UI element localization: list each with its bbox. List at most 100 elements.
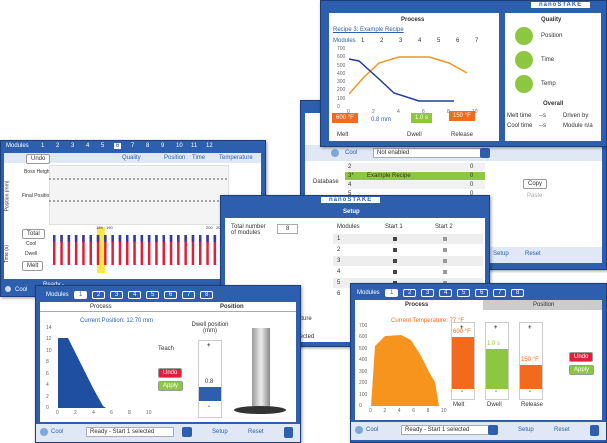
process-tab[interactable]: Process (405, 302, 429, 308)
module-tab[interactable]: 9 (161, 143, 165, 149)
marker-label: 190 (106, 225, 113, 230)
recipe-link[interactable]: Recipe 3: Example Recipe (333, 27, 404, 33)
minus-button[interactable]: - (495, 389, 497, 395)
module-tab[interactable]: 7 (182, 291, 196, 299)
y-tick-label: 100 (337, 95, 346, 102)
module-tab[interactable]: 2 (56, 143, 60, 149)
chart-bg (49, 165, 229, 225)
time-bar-red (140, 235, 144, 265)
module-tab[interactable]: 3 (71, 143, 75, 149)
minus-button[interactable]: - (461, 389, 463, 395)
module-tab[interactable]: 3 (421, 289, 435, 297)
undo-button[interactable]: Undo (569, 352, 594, 362)
module-tab[interactable]: 1 (41, 143, 45, 149)
process-tab[interactable]: Process (90, 304, 112, 310)
apply-button[interactable]: Apply (158, 381, 184, 391)
module-row: 4 (333, 267, 483, 277)
total-modules-value[interactable]: 8 (277, 224, 299, 234)
copy-button[interactable]: Copy (523, 179, 548, 189)
plus-button[interactable]: + (494, 325, 498, 331)
x-tick-label: 8 (426, 408, 430, 414)
module-tab[interactable]: 1 (74, 291, 88, 299)
module-tab[interactable]: 3 (110, 291, 124, 299)
y-tick-label: 400 (359, 357, 368, 364)
plus-button[interactable]: + (460, 325, 464, 331)
module-tab[interactable]: 5 (457, 289, 471, 297)
setup-button[interactable]: Setup (518, 427, 534, 433)
brand-logo: nanoSTAKE (321, 197, 381, 203)
time-bar-red (96, 235, 100, 265)
module-tab[interactable]: 6 (114, 143, 122, 149)
y-tick-label: 6 (46, 370, 49, 377)
process-panel: Process Recipe 3: Example Recipe Modules 1 2… (329, 13, 499, 141)
module-tab[interactable]: 4 (418, 38, 422, 44)
total-button[interactable]: Total (22, 229, 45, 239)
module-tab[interactable]: 1 (361, 38, 365, 44)
setup-button[interactable]: Setup (212, 429, 228, 435)
module-tab[interactable]: 2 (92, 291, 106, 299)
time-bar-blue (140, 235, 144, 242)
position-tab[interactable]: Position (220, 304, 244, 310)
module-tab[interactable]: 7 (493, 289, 507, 297)
module-tab[interactable]: 5 (437, 38, 441, 44)
module-tab[interactable]: 8 (146, 143, 150, 149)
module-tab[interactable]: 12 (206, 143, 213, 149)
module-tab[interactable]: 10 (176, 143, 183, 149)
lock-icon (284, 427, 293, 438)
release-value: 150 °F (449, 111, 475, 121)
module-tab[interactable]: 5 (146, 291, 160, 299)
module-tab[interactable]: 7 (475, 38, 479, 44)
apply-button[interactable]: Apply (569, 365, 595, 375)
module-tab[interactable]: 8 (511, 289, 525, 297)
position-tab[interactable]: Position (533, 302, 555, 308)
module-tab[interactable]: 1 (385, 289, 399, 297)
row-id: 3* (348, 173, 354, 179)
reset-button[interactable]: Reset (248, 429, 264, 435)
value-label: 600 °F (453, 329, 471, 335)
setup-button[interactable]: Setup (493, 251, 509, 257)
paste-button[interactable]: Paste (527, 193, 543, 199)
row-id: 4 (348, 182, 352, 188)
module-tab[interactable]: 2 (380, 38, 384, 44)
stake-image (252, 328, 270, 410)
module-tab[interactable]: 8 (200, 291, 214, 299)
module-tab[interactable]: 4 (128, 291, 142, 299)
module-tab[interactable]: 4 (439, 289, 453, 297)
module-tab[interactable]: 2 (403, 289, 417, 297)
time-bar-blue (96, 235, 100, 242)
undo-button[interactable]: Undo (158, 368, 183, 378)
undo-button[interactable]: Undo (26, 154, 51, 164)
time-bar-blue (74, 235, 78, 242)
reset-button[interactable]: Reset (554, 427, 570, 433)
teach-button[interactable]: Teach (158, 346, 175, 352)
time-bar-red (213, 235, 217, 265)
value-column: +1.0 s - (485, 322, 509, 400)
time-bar-red (133, 235, 136, 265)
module-tab[interactable]: 3 (399, 38, 403, 44)
time-bar-red (53, 235, 56, 265)
position-chart (49, 165, 229, 225)
cool-button[interactable]: Cool (15, 287, 28, 293)
module-tab[interactable]: 6 (164, 291, 178, 299)
plus-button[interactable]: + (207, 343, 211, 349)
position-area (58, 338, 106, 408)
status-field: Ready - Start 1 selected (86, 427, 174, 437)
module-tab[interactable]: 5 (101, 143, 105, 149)
module-tab[interactable]: 4 (86, 143, 90, 149)
plus-button[interactable]: + (528, 325, 532, 331)
time-bar-red (82, 235, 85, 265)
x-tick-label: 2 (372, 109, 375, 115)
stake-base (234, 406, 286, 414)
time-bar-red (162, 235, 165, 265)
melt-button[interactable]: Melt (22, 261, 44, 271)
module-tab[interactable]: 6 (475, 289, 489, 297)
minus-button[interactable]: - (208, 404, 210, 410)
quality-panel: Quality Position Time Temp Overall Melt time -… (505, 13, 601, 141)
time-bar-blue (147, 235, 151, 242)
module-tab[interactable]: 11 (191, 143, 198, 149)
icon (488, 425, 498, 435)
reset-button[interactable]: Reset (525, 251, 541, 257)
module-tab[interactable]: 7 (131, 143, 135, 149)
module-tab[interactable]: 6 (456, 38, 460, 44)
minus-button[interactable]: - (529, 389, 531, 395)
